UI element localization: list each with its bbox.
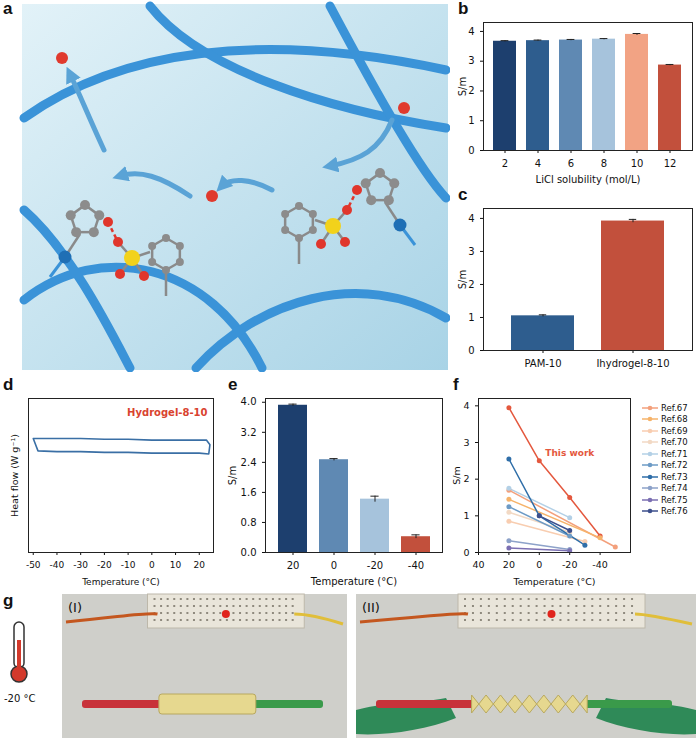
- html-text:b: b: [458, 0, 469, 18]
- svg-text:2: 2: [502, 158, 508, 169]
- html-text:c: c: [458, 185, 468, 204]
- svg-text:-30: -30: [73, 560, 88, 570]
- html-text:Ref.71: Ref.71: [661, 448, 688, 459]
- svg-text:This work: This work: [545, 448, 595, 458]
- svg-text:Temperature (°C): Temperature (°C): [513, 576, 596, 587]
- html-text:Ref.70: Ref.70: [661, 437, 688, 448]
- svg-text:(II): (II): [362, 600, 380, 615]
- svg-text:S/m: S/m: [451, 466, 462, 485]
- svg-text:4.0: 4.0: [241, 396, 257, 407]
- svg-text:0: 0: [468, 345, 474, 356]
- svg-text:2: 2: [468, 85, 474, 96]
- svg-text:LiCl solubility (mol/L): LiCl solubility (mol/L): [536, 174, 641, 185]
- svg-text:2: 2: [463, 473, 469, 484]
- svg-text:PAM-10: PAM-10: [524, 358, 561, 369]
- html-text:e: e: [228, 375, 238, 394]
- svg-text:0: 0: [536, 559, 542, 570]
- svg-text:0.0: 0.0: [241, 547, 257, 558]
- svg-text:20: 20: [503, 559, 515, 570]
- svg-text:40: 40: [472, 559, 484, 570]
- svg-text:-20 °C: -20 °C: [4, 693, 36, 704]
- svg-text:-40: -40: [408, 560, 424, 571]
- html-text:Ref.74: Ref.74: [661, 483, 688, 494]
- svg-text:3: 3: [468, 55, 474, 66]
- svg-text:-10: -10: [121, 560, 136, 570]
- svg-text:-40: -40: [50, 560, 65, 570]
- svg-text:0: 0: [149, 560, 155, 570]
- svg-text:1: 1: [468, 312, 474, 323]
- svg-text:4: 4: [535, 158, 541, 169]
- svg-text:-40: -40: [592, 559, 608, 570]
- svg-text:3: 3: [468, 246, 474, 257]
- svg-text:0: 0: [468, 145, 474, 156]
- svg-text:2.4: 2.4: [241, 457, 257, 468]
- html-text:Ref.69: Ref.69: [661, 425, 688, 436]
- svg-text:3: 3: [463, 437, 469, 448]
- svg-text:Temperature (°C): Temperature (°C): [310, 576, 397, 587]
- svg-text:4: 4: [463, 400, 469, 411]
- svg-text:S/m: S/m: [227, 466, 238, 485]
- svg-text:Hydrogel-8-10: Hydrogel-8-10: [127, 407, 207, 418]
- svg-text:(I): (I): [68, 600, 82, 615]
- html-text:Ref.68: Ref.68: [661, 414, 688, 425]
- html-text:g: g: [3, 591, 14, 610]
- svg-text:-50: -50: [26, 560, 41, 570]
- svg-text:0.8: 0.8: [241, 517, 257, 528]
- html-text:Ref.75: Ref.75: [661, 494, 688, 505]
- svg-text:Temperature (°C): Temperature (°C): [81, 577, 160, 587]
- svg-text:3.2: 3.2: [241, 427, 257, 438]
- html-text:d: d: [3, 375, 14, 394]
- svg-text:6: 6: [568, 158, 574, 169]
- svg-text:-20: -20: [367, 560, 383, 571]
- svg-text:10: 10: [631, 158, 644, 169]
- svg-text:1: 1: [463, 510, 469, 521]
- svg-text:4: 4: [468, 26, 474, 37]
- html-text:a: a: [3, 0, 13, 18]
- svg-text:0: 0: [463, 547, 469, 558]
- svg-text:S/m: S/m: [457, 270, 468, 289]
- svg-text:Ihydrogel-8-10: Ihydrogel-8-10: [596, 358, 669, 369]
- svg-text:4: 4: [468, 213, 474, 224]
- svg-text:20: 20: [287, 560, 300, 571]
- html-text:f: f: [453, 375, 459, 394]
- svg-text:-20: -20: [97, 560, 112, 570]
- svg-text:2: 2: [468, 279, 474, 290]
- svg-text:Heat flow (W g⁻¹): Heat flow (W g⁻¹): [9, 434, 20, 517]
- svg-text:1: 1: [468, 115, 474, 126]
- svg-text:10: 10: [170, 560, 182, 570]
- svg-text:1.6: 1.6: [241, 487, 257, 498]
- svg-text:12: 12: [664, 158, 677, 169]
- svg-text:-20: -20: [562, 559, 578, 570]
- html-text:Ref.67: Ref.67: [661, 402, 688, 413]
- svg-text:20: 20: [194, 560, 206, 570]
- html-text:Ref.76: Ref.76: [661, 506, 688, 517]
- svg-text:S/m: S/m: [457, 77, 468, 96]
- svg-text:8: 8: [601, 158, 607, 169]
- html-text:Ref.72: Ref.72: [661, 460, 688, 471]
- html-text:Ref.73: Ref.73: [661, 471, 688, 482]
- svg-text:0: 0: [331, 560, 337, 571]
